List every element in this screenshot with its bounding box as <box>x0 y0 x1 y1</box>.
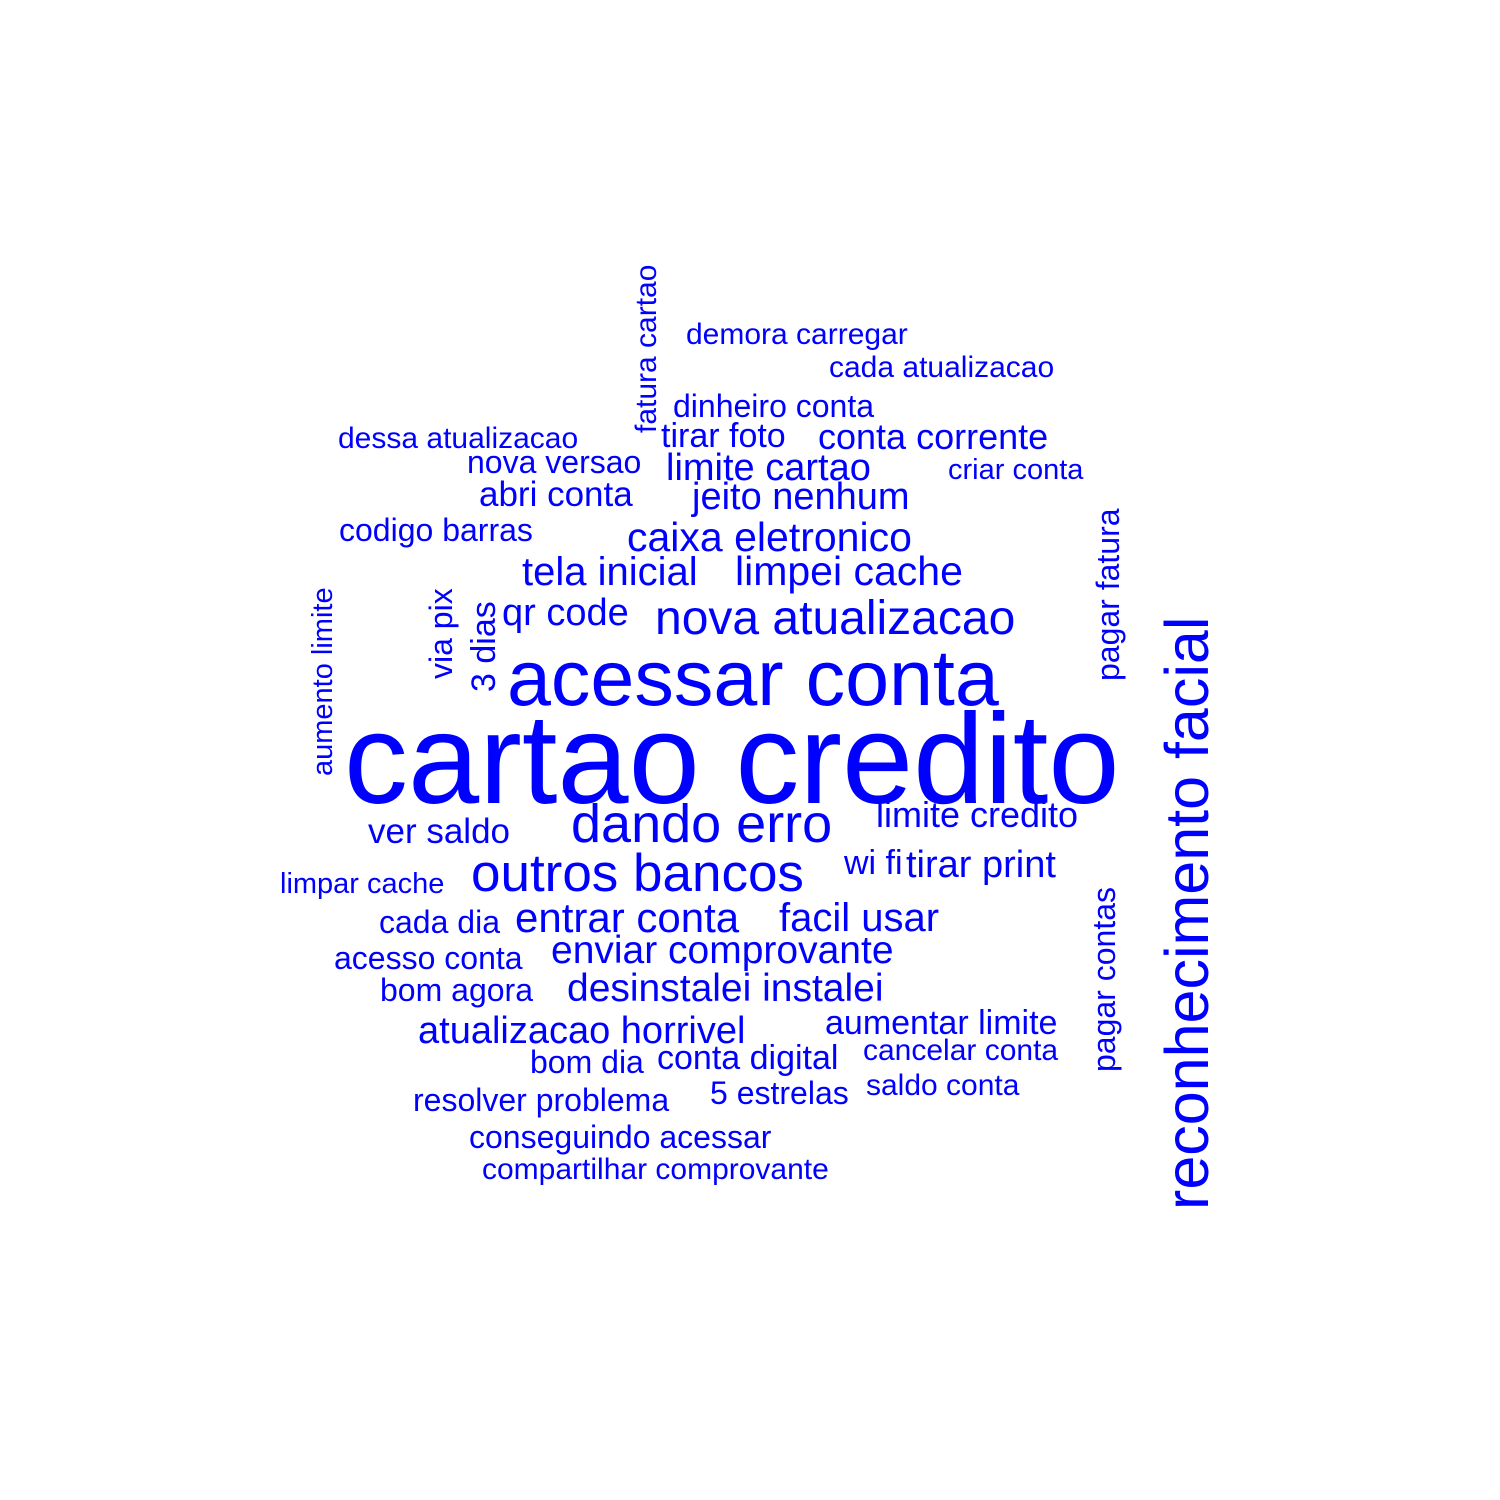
word-resolver-problema: resolver problema <box>413 1082 670 1118</box>
word-limite-credito: limite credito <box>876 794 1079 835</box>
word-desinstalei-instalei: desinstalei instalei <box>567 967 884 1010</box>
word-caixa-eletronico: caixa eletronico <box>627 514 912 560</box>
word-bom-dia: bom dia <box>530 1044 644 1080</box>
word-conseguindo-acessar: conseguindo acessar <box>469 1119 772 1155</box>
word-wi-fi: wi fi <box>844 844 903 882</box>
word-acessar-conta: acessar conta <box>507 633 999 722</box>
word-atualizacao-horrivel: atualizacao horrivel <box>418 1010 746 1052</box>
word-tela-inicial: tela inicial <box>522 550 698 594</box>
word-cancelar-conta: cancelar conta <box>863 1034 1059 1067</box>
word-reconhecimento-facial: reconhecimento facial <box>1153 616 1221 1210</box>
word-limite-cartao: limite cartao <box>666 447 871 489</box>
word-cada-dia: cada dia <box>379 904 500 940</box>
word-nova-atualizacao: nova atualizacao <box>655 592 1016 645</box>
word-fatura-cartao: fatura cartao <box>630 264 663 433</box>
word-outros-bancos: outros bancos <box>471 844 804 903</box>
word-bom-agora: bom agora <box>380 972 533 1008</box>
word-jeito-nenhum: jeito nenhum <box>692 476 910 518</box>
word-facil-usar: facil usar <box>779 896 940 940</box>
word-aumento-limite: aumento limite <box>307 587 339 776</box>
word-tirar-print: tirar print <box>906 844 1056 886</box>
word-acesso-conta: acesso conta <box>334 940 523 976</box>
word-dando-erro: dando erro <box>571 794 833 854</box>
word-conta-digital: conta digital <box>657 1039 839 1077</box>
word-qr-code: qr code <box>502 592 629 634</box>
word-enviar-comprovante: enviar comprovante <box>551 929 894 972</box>
word-5-estrelas: 5 estrelas <box>710 1075 849 1111</box>
word-abri-conta: abri conta <box>479 475 633 514</box>
word-nova-versao: nova versao <box>467 444 642 480</box>
word-demora-carregar: demora carregar <box>686 318 908 351</box>
word-via-pix: via pix <box>423 588 459 679</box>
word-codigo-barras: codigo barras <box>339 512 533 548</box>
word-dessa-atualizacao: dessa atualizacao <box>338 422 579 455</box>
word-saldo-conta: saldo conta <box>866 1069 1020 1102</box>
word-conta-corrente: conta corrente <box>818 416 1049 457</box>
word-limpei-cache: limpei cache <box>735 548 963 594</box>
word-pagar-contas: pagar contas <box>1086 886 1122 1072</box>
word-cartao-credito: cartao credito <box>344 688 1120 831</box>
word-compartilhar-comprovante: compartilhar comprovante <box>482 1153 829 1186</box>
word-aumentar-limite: aumentar limite <box>825 1004 1058 1042</box>
word-entrar-conta: entrar conta <box>515 894 740 941</box>
word-cada-atualizacao: cada atualizacao <box>829 351 1055 384</box>
word-ver-saldo: ver saldo <box>368 812 511 851</box>
word-tirar-foto: tirar foto <box>661 417 786 455</box>
word-pagar-fatura: pagar fatura <box>1090 508 1126 681</box>
word-dinheiro-conta: dinheiro conta <box>673 388 875 424</box>
word-criar-conta: criar conta <box>948 454 1084 486</box>
word-limpar-cache: limpar cache <box>280 868 445 900</box>
word-3-dias: 3 dias <box>465 601 503 692</box>
